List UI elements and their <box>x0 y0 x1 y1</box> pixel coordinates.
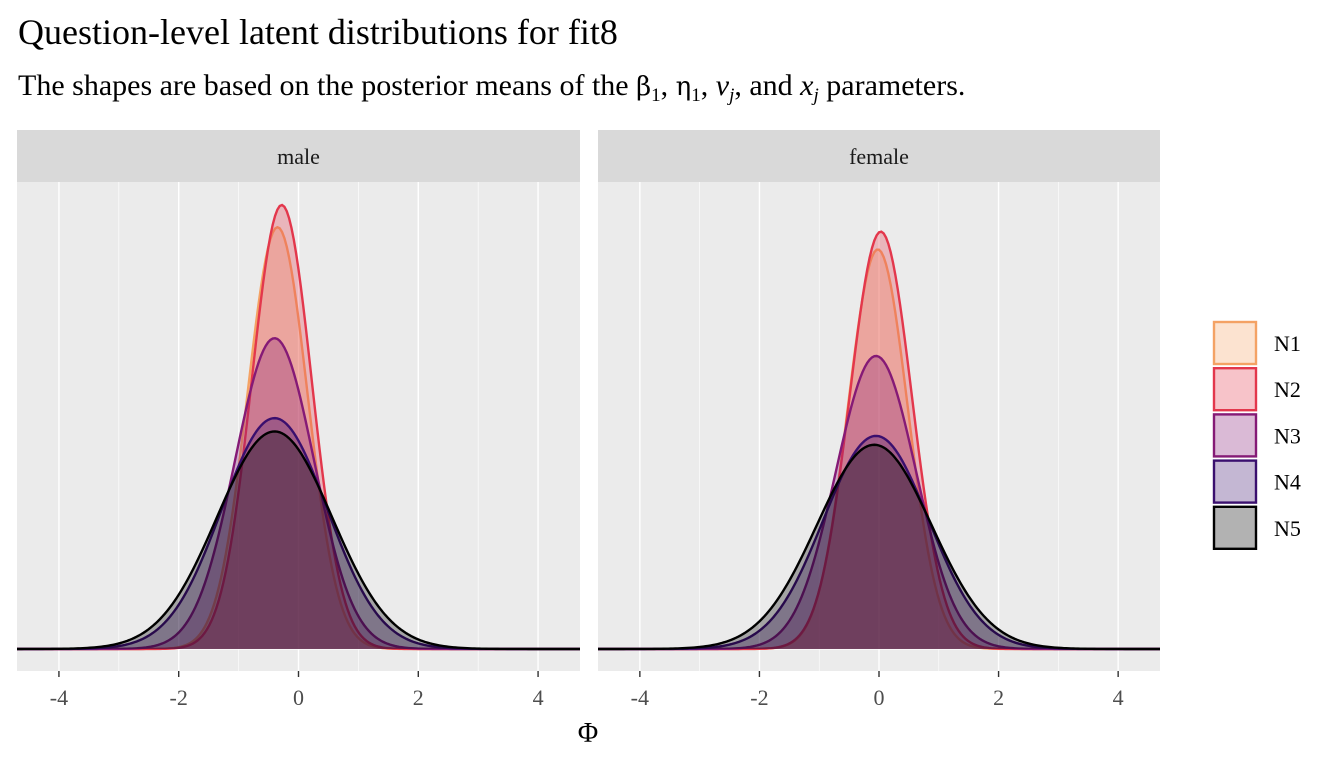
legend-key <box>1212 320 1258 366</box>
density-line-N5 <box>17 430 580 651</box>
density-fill-N5 <box>598 444 1160 649</box>
v-symbol: v <box>715 69 730 102</box>
facet-panel-male: male -4 -2 0 2 4 <box>17 130 580 710</box>
subtitle-suffix: parameters. <box>818 69 966 102</box>
legend: N1 N2 N3 N4 N5 <box>1212 320 1301 550</box>
legend-label: N1 <box>1274 331 1301 356</box>
x-symbol: x <box>800 69 814 102</box>
eta-symbol: η <box>675 72 692 102</box>
density-fill-N3 <box>17 338 580 649</box>
chart-title: Question-level latent distributions for … <box>18 12 618 52</box>
legend-key-bg <box>1213 459 1257 504</box>
density-fill-N3 <box>598 356 1160 649</box>
subtitle-sep-2: , <box>700 69 716 102</box>
legend-key-bg <box>1213 413 1257 458</box>
x-subscript: j <box>813 85 819 106</box>
facet-strip <box>598 130 1160 182</box>
facet-strip-label: female <box>849 144 909 169</box>
legend-label: N3 <box>1274 423 1301 448</box>
legend-key <box>1212 367 1258 412</box>
density-fill-N4 <box>598 435 1160 649</box>
eta-subscript: 1 <box>691 85 701 106</box>
x-tick-label: -4 <box>631 685 649 710</box>
legend-label: N4 <box>1274 470 1301 495</box>
x-axis-title: Φ <box>578 718 598 749</box>
x-tick-label: 4 <box>1113 685 1124 710</box>
x-tick-label: 0 <box>293 685 304 710</box>
subtitle-sep-1: , <box>660 69 676 102</box>
legend-item-N4: N4 <box>1212 459 1301 504</box>
density-fill-N2 <box>17 205 580 649</box>
legend-item-N2: N2 <box>1212 367 1301 412</box>
legend-item-N3: N3 <box>1212 413 1301 458</box>
legend-key <box>1212 413 1258 458</box>
beta-subscript: 1 <box>651 85 661 106</box>
facet-panel-female: female -4 -2 0 2 4 <box>598 130 1160 710</box>
density-line-N5 <box>598 443 1160 651</box>
legend-key <box>1212 459 1258 504</box>
density-curves <box>17 203 580 651</box>
v-subscript: j <box>729 85 735 106</box>
legend-key-bg <box>1213 505 1257 550</box>
facet-strip-label: male <box>277 144 320 169</box>
legend-key <box>1212 505 1258 550</box>
density-fill-N1 <box>17 227 580 649</box>
x-tick-label: 4 <box>533 685 544 710</box>
chart-subtitle: The shapes are based on the posterior me… <box>18 66 965 107</box>
density-curves <box>598 230 1160 651</box>
beta-symbol: β <box>636 72 652 102</box>
x-tick-label: 0 <box>874 685 885 710</box>
x-tick-label: 2 <box>993 685 1004 710</box>
legend-item-N1: N1 <box>1212 320 1301 366</box>
subtitle-prefix: The shapes are based on the posterior me… <box>18 69 637 102</box>
facet-strip <box>17 130 580 182</box>
x-tick-label: -2 <box>750 685 768 710</box>
density-fill-N2 <box>598 231 1160 649</box>
x-tick-label: -2 <box>170 685 188 710</box>
density-fill-N5 <box>17 431 580 649</box>
x-tick-label: -4 <box>50 685 68 710</box>
subtitle-and: , and <box>734 69 801 102</box>
density-fill-N1 <box>598 249 1160 649</box>
legend-label: N2 <box>1274 377 1301 402</box>
legend-key-bg <box>1213 321 1257 365</box>
legend-key-bg <box>1213 367 1257 412</box>
density-fill-N4 <box>17 418 580 649</box>
legend-label: N5 <box>1274 516 1301 541</box>
x-tick-label: 2 <box>413 685 424 710</box>
legend-item-N5: N5 <box>1212 505 1301 550</box>
